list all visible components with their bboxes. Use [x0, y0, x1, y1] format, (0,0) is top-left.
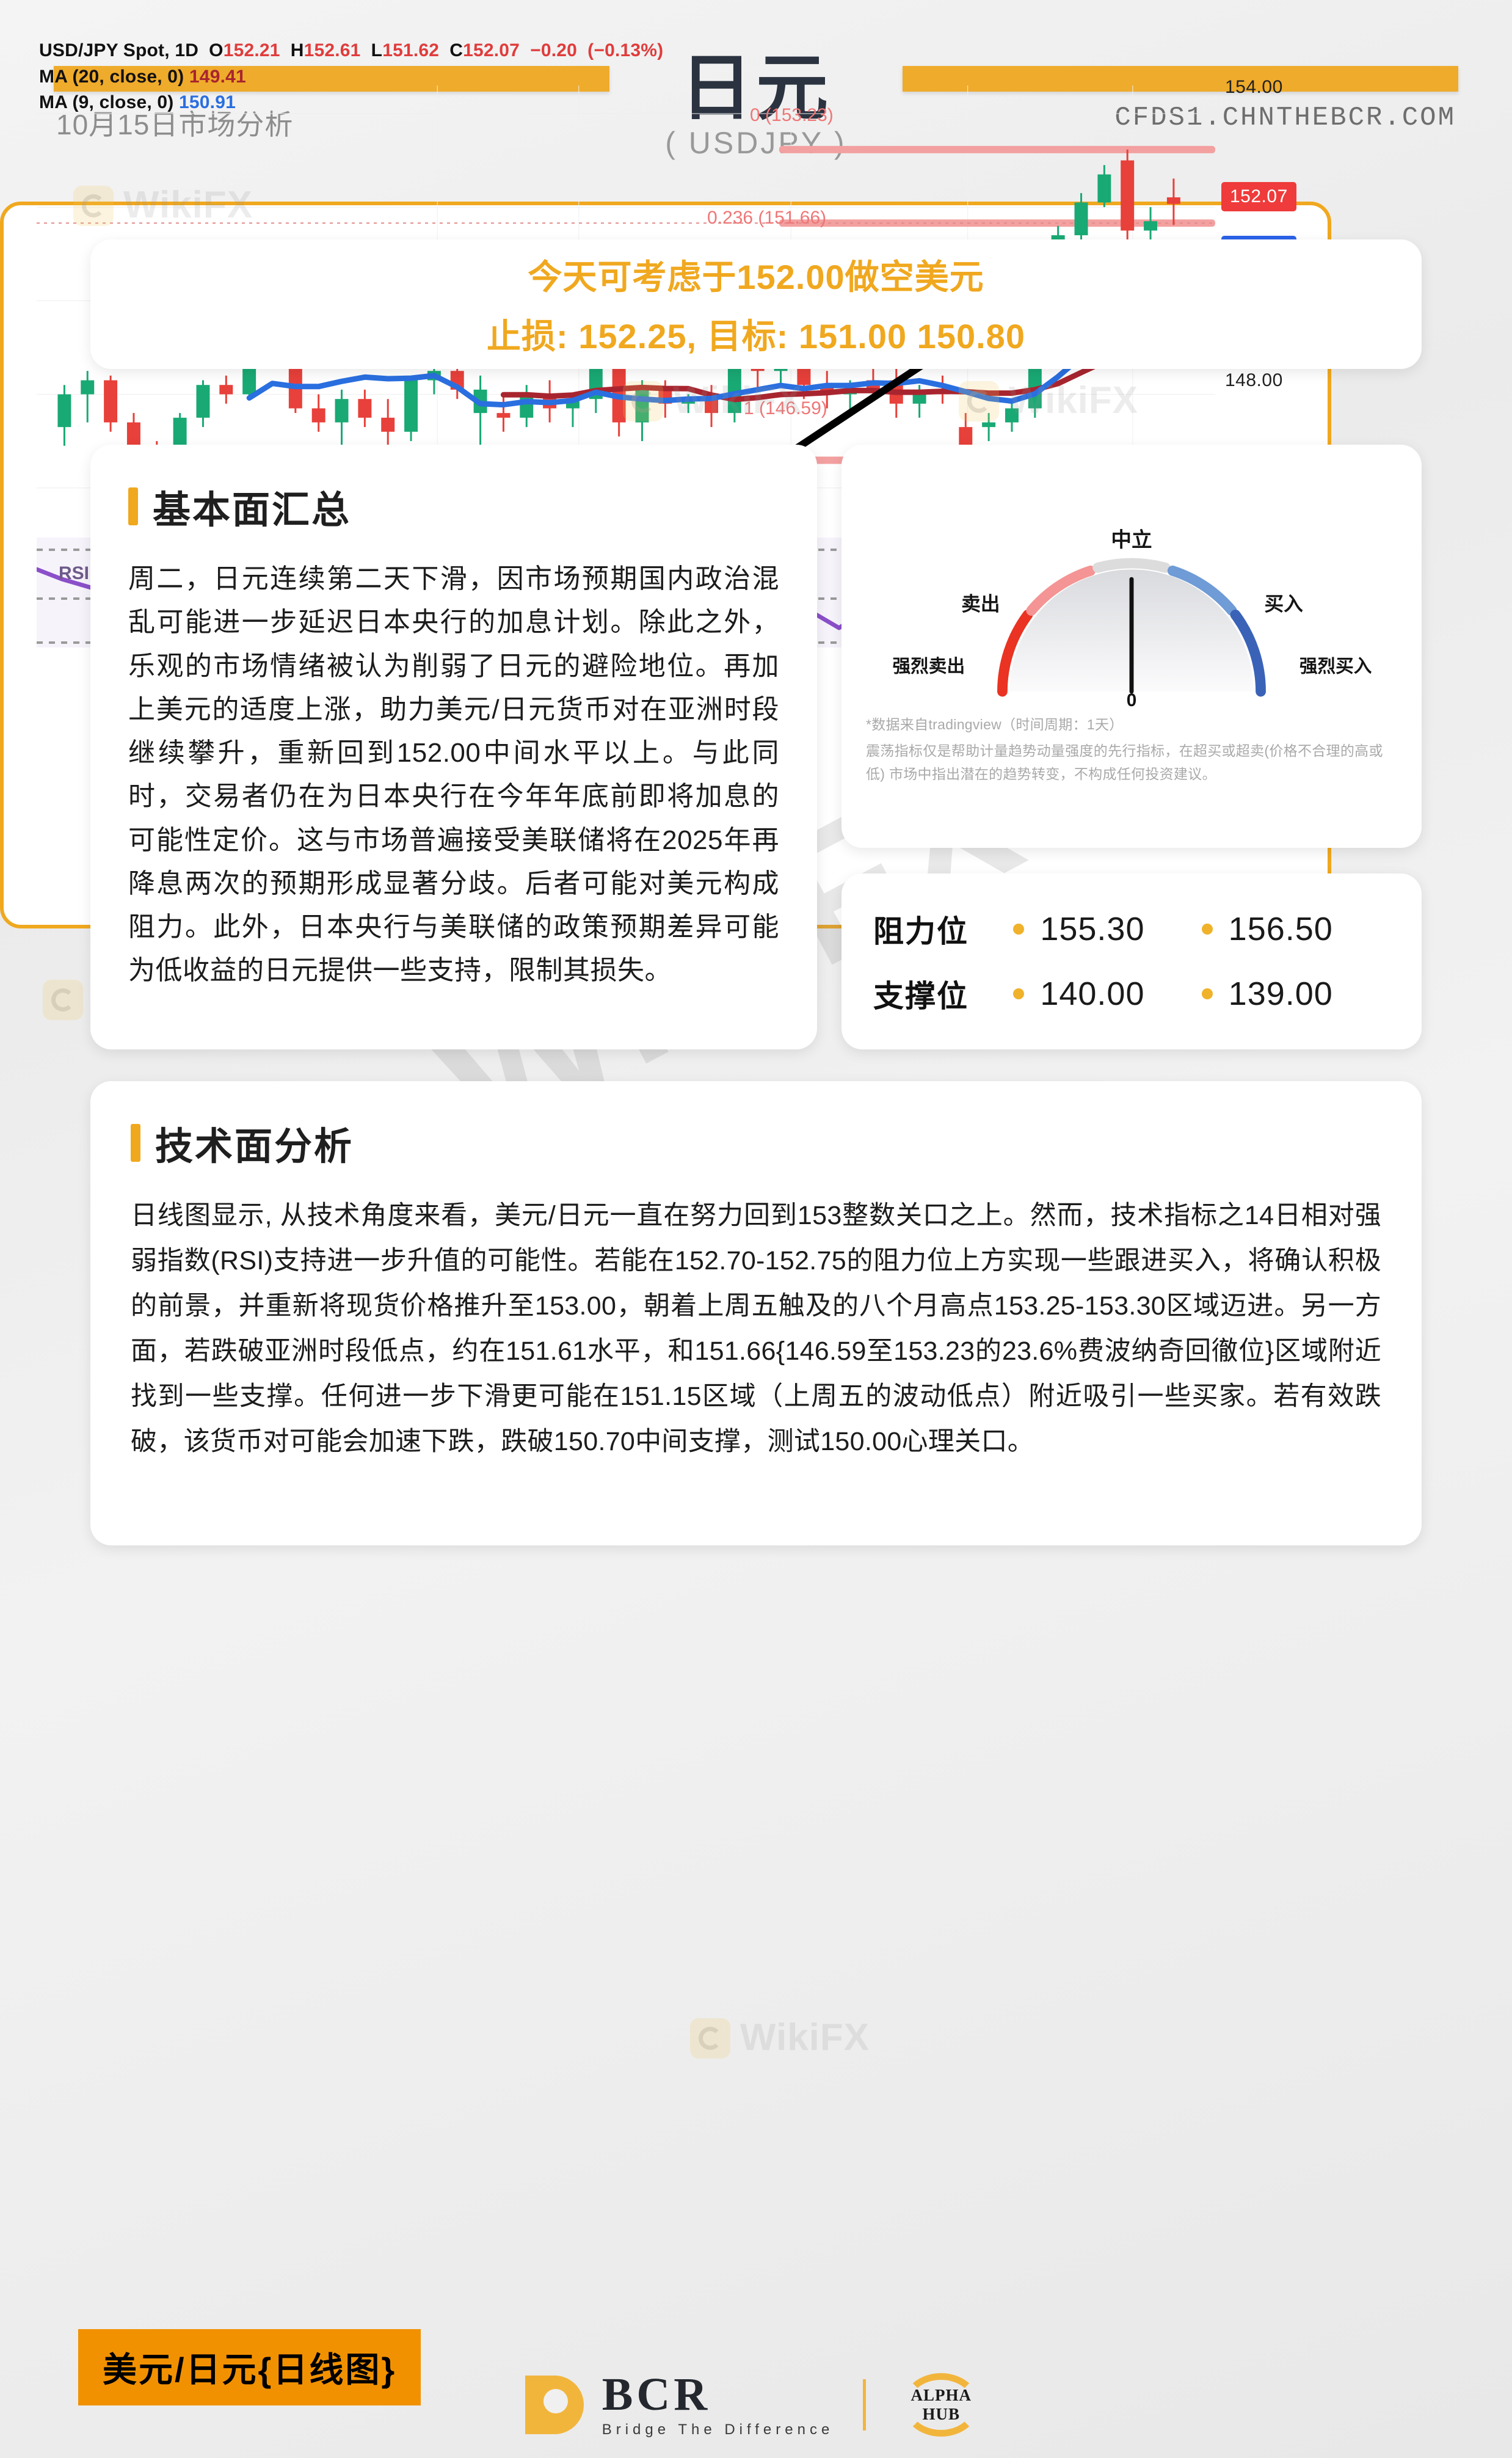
sentiment-gauge-card: 中立 卖出 买入 强烈卖出 强烈买入 0 *数据来自tradingview（时间…	[841, 445, 1422, 848]
header-date-label: 10月15日市场分析	[56, 109, 294, 140]
gauge-needle-value: 0	[1127, 690, 1137, 710]
bullet-dot-icon	[1201, 924, 1213, 935]
alpha-hub-line1: ALPHA	[910, 2385, 972, 2404]
header-accent-bar-left	[54, 66, 609, 92]
gauge-label-strong-sell: 强烈卖出	[893, 656, 965, 676]
price-tick-148: 148.00	[1225, 370, 1283, 390]
support-item-1: 140.00	[1013, 975, 1201, 1013]
fundamental-body-text: 周二，日元连续第二天下滑，因市场预期国内政治混乱可能进一步延迟日本央行的加息计划…	[128, 564, 779, 986]
alpha-hub-line2: HUB	[922, 2405, 961, 2423]
resistance-row: 阻力位 155.30 156.50	[873, 907, 1390, 951]
bcr-wordmark: BCR Bridge The Difference	[602, 2371, 834, 2438]
support-label: 支撑位	[873, 979, 969, 1013]
bullet-dot-icon	[1201, 988, 1213, 999]
gauge-source-note: *数据来自tradingview（时间周期：1天）	[866, 717, 1124, 732]
support-item-2: 139.00	[1201, 975, 1390, 1013]
page-subtitle: ( USDJPY )	[665, 126, 847, 160]
heading-accent-bar-icon	[128, 487, 138, 525]
technical-heading-row: 技术面分析	[131, 1115, 1381, 1170]
alpha-hub-logo-icon: ALPHA HUB	[895, 2368, 987, 2442]
header-site-url: CFDS1.CHNTHEBCR.COM	[1114, 103, 1456, 133]
support-value-1: 140.00	[1040, 976, 1145, 1012]
resistance-item-2: 156.50	[1201, 910, 1390, 948]
page-title: 日元	[680, 48, 832, 129]
trade-recommendation-box: 今天可考虑于152.00做空美元 止损: 152.25, 目标: 151.00 …	[90, 239, 1422, 369]
technical-heading: 技术面分析	[155, 1126, 354, 1168]
price-badge-last: 152.07	[1221, 182, 1296, 211]
fundamental-summary-card: 基本面汇总 周二，日元连续第二天下滑，因市场预期国内政治混乱可能进一步延迟日本央…	[90, 445, 817, 1049]
gauge-label-buy: 买入	[1265, 593, 1304, 615]
trade-sl-tp-line: 止损: 152.25, 目标: 151.00 150.80	[487, 317, 1025, 356]
technical-analysis-card: 技术面分析 日线图显示, 从技术角度来看，美元/日元一直在努力回到153整数关口…	[90, 1081, 1422, 1545]
footer-divider	[863, 2379, 867, 2431]
bullet-dot-icon	[1013, 924, 1025, 935]
fundamental-heading-row: 基本面汇总	[128, 479, 779, 534]
gauge-label-neutral: 中立	[1111, 528, 1152, 552]
support-value-2: 139.00	[1228, 976, 1333, 1012]
resistance-item-1: 155.30	[1013, 910, 1201, 948]
gauge-label-strong-buy: 强烈买入	[1299, 656, 1372, 676]
page-header: 10月15日市场分析 日元 ( USDJPY ) CFDS1.CHNTHEBCR…	[0, 0, 1512, 202]
header-accent-bar-right	[903, 66, 1458, 92]
bcr-tagline: Bridge The Difference	[602, 2421, 834, 2438]
bcr-logo-icon	[525, 2376, 584, 2434]
bcr-brand: BCR	[602, 2369, 711, 2420]
fundamental-heading: 基本面汇总	[153, 489, 352, 531]
page-footer: BCR Bridge The Difference ALPHA HUB	[0, 2352, 1512, 2458]
technical-body-text: 日线图显示, 从技术角度来看，美元/日元一直在努力回到153整数关口之上。然而，…	[131, 1201, 1381, 1456]
fib-label-236: 0.236 (151.66)	[707, 208, 827, 228]
resistance-value-1: 155.30	[1040, 911, 1145, 947]
support-row: 支撑位 140.00 139.00	[873, 972, 1390, 1016]
gauge-disclaimer-note: 震荡指标仅是帮助计量趋势动量强度的先行指标，在超买或超卖(价格不合理的高或低) …	[866, 743, 1383, 782]
heading-accent-bar-icon	[131, 1124, 140, 1162]
support-resistance-card: 阻力位 155.30 156.50 支撑位 140.00 139.00	[841, 873, 1422, 1049]
resistance-label: 阻力位	[873, 914, 969, 949]
gauge-widget: 中立 卖出 买入 强烈卖出 强烈买入 0	[866, 465, 1397, 710]
gauge-svg: 中立 卖出 买入 强烈卖出 强烈买入 0	[893, 528, 1372, 710]
gauge-label-sell: 卖出	[961, 593, 1000, 615]
bullet-dot-icon	[1013, 988, 1025, 999]
resistance-value-2: 156.50	[1228, 911, 1333, 947]
fib-label-1: 1 (146.59)	[744, 398, 827, 418]
trade-entry-line: 今天可考虑于152.00做空美元	[528, 258, 984, 296]
